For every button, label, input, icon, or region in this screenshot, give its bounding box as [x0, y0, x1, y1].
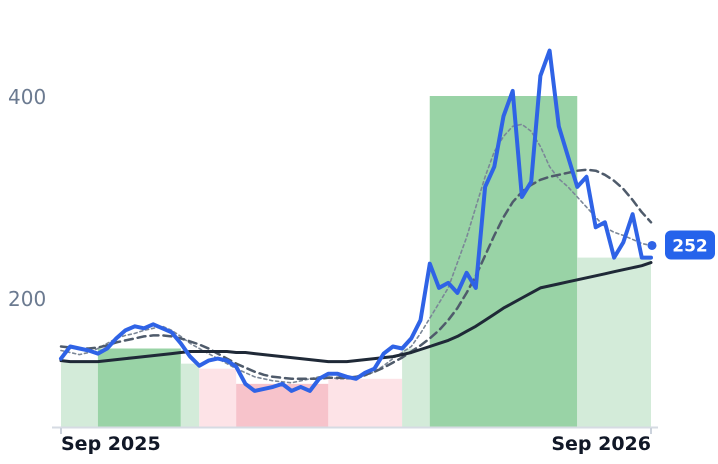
- price-line: [59, 48, 653, 393]
- x-tick-label: Sep 2025: [61, 433, 161, 455]
- series-lines: [59, 48, 653, 393]
- y-axis-ticks: 400 200: [8, 85, 46, 311]
- last-value-dot: [647, 240, 657, 250]
- band-up-light-6: [402, 348, 430, 427]
- band-down-strong-4: [236, 383, 329, 427]
- band-down-light-5: [328, 378, 403, 427]
- band-up-light-2: [180, 363, 200, 427]
- last-value-marker: 252: [647, 230, 715, 260]
- y-tick-label: 400: [8, 85, 46, 109]
- last-value-badge: [665, 230, 715, 260]
- x-axis-ticks: Sep 2025 Sep 2026: [60, 428, 652, 455]
- ma-long-line: [59, 261, 653, 364]
- band-down-light-3: [199, 368, 237, 427]
- y-tick-label: 200: [8, 287, 46, 311]
- last-value-text: 252: [672, 236, 708, 256]
- x-tick-label: Sep 2026: [551, 433, 651, 455]
- band-up-strong-7: [429, 96, 578, 427]
- volume-bands: [61, 96, 651, 427]
- band-up-light-8: [577, 257, 651, 427]
- band-up-light-0: [61, 362, 98, 427]
